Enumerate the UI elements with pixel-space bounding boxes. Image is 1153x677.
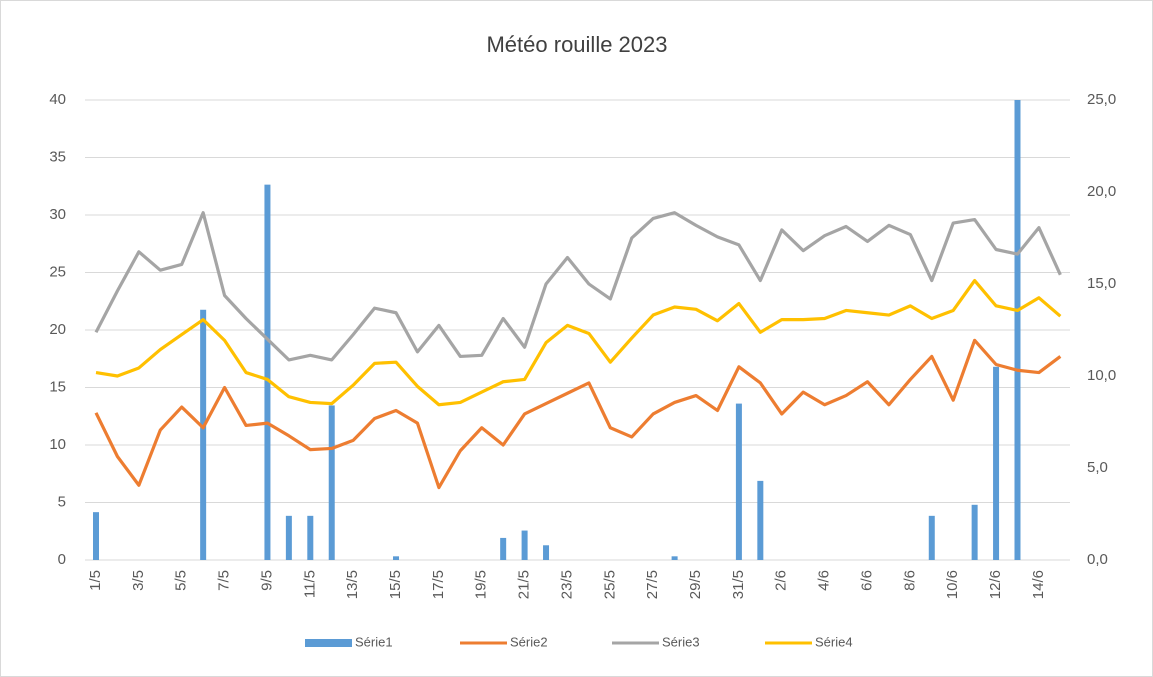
y-tick-label: 0 (58, 551, 66, 568)
bar (200, 309, 207, 560)
x-tick-label: 2/6 (773, 570, 790, 591)
y2-tick-label: 20,0 (1087, 183, 1116, 200)
legend-label: Série1 (355, 634, 393, 649)
bar (500, 537, 507, 560)
y2-tick-label: 25,0 (1087, 91, 1116, 108)
bar (285, 515, 292, 560)
y2-tick-label: 5,0 (1087, 459, 1108, 476)
x-tick-label: 29/5 (687, 570, 704, 599)
x-tick-label: 11/5 (301, 570, 318, 598)
x-tick-label: 7/5 (216, 570, 233, 591)
legend-label: Série4 (815, 634, 853, 649)
legend-label: Série2 (510, 634, 548, 649)
bar (393, 556, 400, 560)
bar (1014, 100, 1021, 560)
x-tick-label: 25/5 (601, 570, 618, 599)
y-tick-label: 35 (49, 148, 66, 165)
x-tick-label: 3/5 (130, 570, 147, 591)
x-tick-label: 5/5 (173, 570, 190, 591)
bar (328, 405, 335, 560)
chart-title: Météo rouille 2023 (486, 32, 667, 57)
bar (671, 556, 678, 560)
x-tick-label: 27/5 (644, 570, 661, 599)
x-tick-label: 12/6 (987, 570, 1004, 599)
line (95, 278, 1062, 407)
bar (971, 504, 978, 560)
x-tick-label: 23/5 (558, 570, 575, 599)
bar (264, 184, 271, 560)
line (94, 338, 1062, 490)
x-tick-label: 6/6 (858, 570, 875, 591)
y-tick-label: 40 (49, 91, 66, 108)
x-tick-label: 17/5 (430, 570, 447, 599)
x-tick-label: 1/5 (87, 570, 104, 591)
x-tick-label: 31/5 (730, 570, 747, 599)
bar (93, 512, 99, 560)
x-tick-label: 9/5 (258, 570, 275, 591)
x-tick-label: 15/5 (387, 570, 404, 599)
bar (928, 515, 935, 560)
x-tick-label: 21/5 (516, 570, 533, 599)
x-tick-label: 4/6 (816, 570, 833, 591)
x-tick-label: 14/6 (1030, 570, 1047, 599)
bar (735, 403, 742, 560)
bar (521, 530, 528, 560)
legend-label: Série3 (662, 634, 700, 649)
x-tick-label: 8/6 (901, 570, 918, 591)
y-tick-label: 20 (49, 321, 66, 338)
line (94, 211, 1062, 362)
legend-swatch (305, 639, 352, 647)
x-tick-label: 13/5 (344, 570, 361, 599)
y2-tick-label: 15,0 (1087, 275, 1116, 292)
y-tick-label: 5 (58, 493, 66, 510)
bar (307, 515, 314, 560)
y2-tick-label: 0,0 (1087, 551, 1108, 568)
y-tick-label: 15 (49, 378, 66, 395)
y-tick-label: 10 (49, 436, 66, 453)
bar (757, 480, 764, 560)
x-tick-label: 19/5 (473, 570, 490, 599)
bar (993, 366, 1000, 560)
x-tick-label: 10/6 (944, 570, 961, 599)
y2-tick-label: 10,0 (1087, 367, 1116, 384)
y-tick-label: 25 (49, 263, 66, 280)
y-tick-label: 30 (49, 206, 66, 223)
bar (543, 545, 550, 560)
